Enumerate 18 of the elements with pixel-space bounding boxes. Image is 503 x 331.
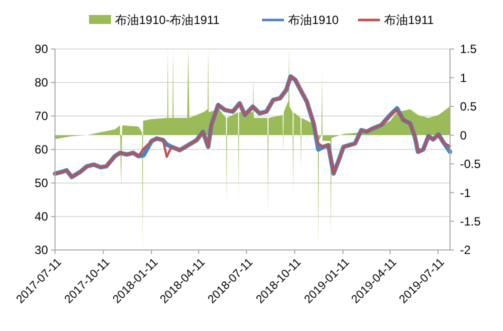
y-tick-label: 70 [34, 109, 48, 124]
legend-label: 布油1910-布油1911 [115, 13, 220, 28]
y-tick-label: 50 [34, 176, 48, 190]
y2-tick-label: 0.5 [460, 100, 478, 114]
legend-label: 布油1911 [384, 13, 434, 28]
y-tick-label: 30 [34, 243, 48, 258]
y2-tick-label: 1.5 [460, 42, 478, 56]
y-tick-label: 40 [34, 210, 48, 224]
y2-tick-label: 0 [460, 128, 467, 142]
y2-tick-label: -1 [460, 186, 471, 200]
y-tick-label: 80 [34, 76, 48, 90]
y2-tick-label: 1 [460, 70, 467, 85]
y-tick-label: 60 [34, 142, 48, 157]
y2-tick-label: -1.5 [460, 214, 482, 228]
legend-label: 布油1910 [288, 13, 340, 28]
y2-tick-label: -0.5 [460, 157, 482, 172]
y2-tick-label: -2 [460, 243, 471, 258]
y-tick-label: 90 [34, 42, 48, 56]
